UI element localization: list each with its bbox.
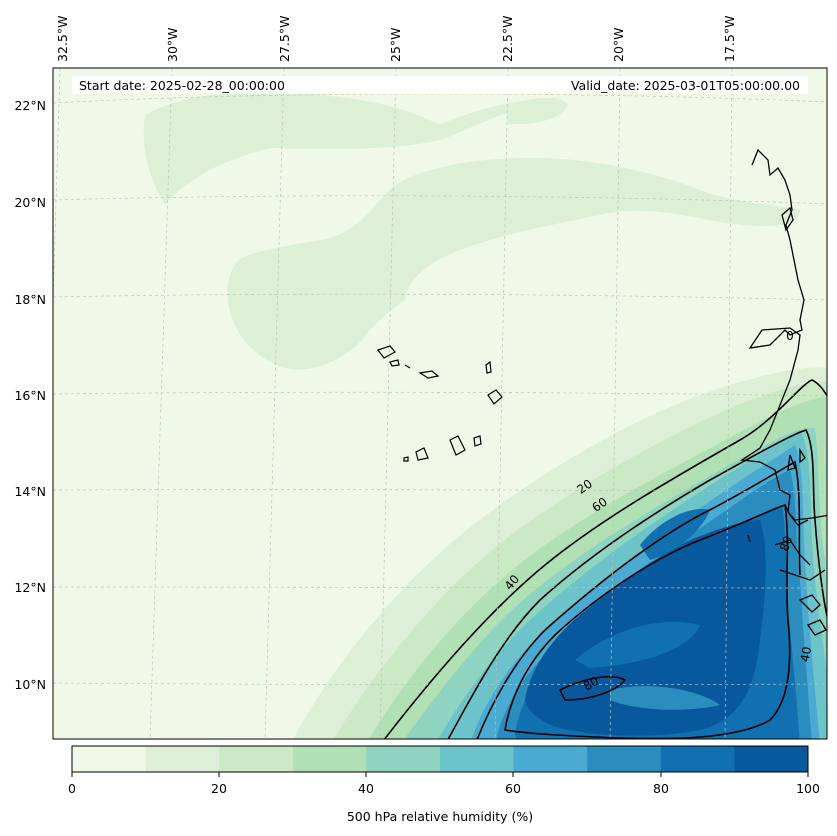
african-coast (740, 148, 827, 521)
colorbar-segment (587, 746, 662, 772)
colorbar-segment (219, 746, 294, 772)
contour-20 (383, 379, 827, 739)
colorbar-tick: 100 (796, 781, 820, 796)
colorbar-tick: 80 (653, 781, 669, 796)
lon-label: 25°W (388, 27, 403, 62)
valid-date-label: Valid_date: 2025-03-01T05:00:00.00 (571, 78, 800, 93)
colorbar-tick: 60 (505, 781, 521, 796)
contour-label: 0 (786, 329, 794, 343)
lat-label: 10°N (14, 677, 46, 692)
colorbar-segment (145, 746, 220, 772)
contour-60 (476, 460, 801, 739)
colorbar-ticks: 0 20 40 60 80 100 (68, 781, 820, 796)
start-date-label: Start date: 2025-02-28_00:00:00 (79, 78, 285, 93)
lon-label: 20°W (611, 27, 626, 62)
contour-80b (558, 676, 627, 701)
colorbar-frame (71, 745, 809, 773)
humidity-field (53, 68, 827, 739)
colorbar-tick: 20 (211, 781, 227, 796)
colorbar-segment (513, 746, 588, 772)
lon-label: 32.5°W (55, 16, 70, 62)
colorbar-segment (72, 746, 147, 772)
rh-band-10-20 (505, 98, 568, 125)
rh-band-10-20 (143, 91, 561, 205)
lat-label: 16°N (14, 388, 46, 403)
colorbar-tick: 0 (68, 781, 76, 796)
contour-label: 80 (777, 534, 795, 553)
lat-label: 22°N (14, 98, 46, 113)
longitude-labels: 32.5°W 30°W 27.5°W 25°W 22.5°W 20°W 17.5… (55, 16, 737, 62)
colorbar-tick: 40 (358, 781, 374, 796)
contour-label: 80 (581, 674, 601, 694)
lon-label: 30°W (165, 27, 180, 62)
lat-label: 18°N (14, 292, 46, 307)
latitude-labels: 22°N 20°N 18°N 16°N 14°N 12°N 10°N (14, 98, 46, 692)
contour-label: 40 (798, 646, 814, 663)
cape-verde-islands (377, 345, 503, 462)
contour-40 (447, 429, 827, 739)
header-box (72, 76, 808, 94)
colorbar-segment (366, 746, 441, 772)
lat-label: 14°N (14, 484, 46, 499)
lat-label: 12°N (14, 580, 46, 595)
coastlines (740, 148, 827, 636)
map-frame (52, 67, 828, 740)
colorbar-segment (292, 746, 367, 772)
lon-label: 17.5°W (722, 16, 737, 62)
lon-label: 22.5°W (500, 16, 515, 62)
colorbar-segment (440, 746, 515, 772)
colorbar-title: 500 hPa relative humidity (%) (347, 809, 533, 824)
lon-label: 27.5°W (277, 16, 292, 62)
colorbar-segment (734, 746, 809, 772)
colorbar-segment (660, 746, 735, 772)
lat-label: 20°N (14, 195, 46, 210)
colorbar (72, 746, 809, 772)
graticule (53, 68, 827, 739)
